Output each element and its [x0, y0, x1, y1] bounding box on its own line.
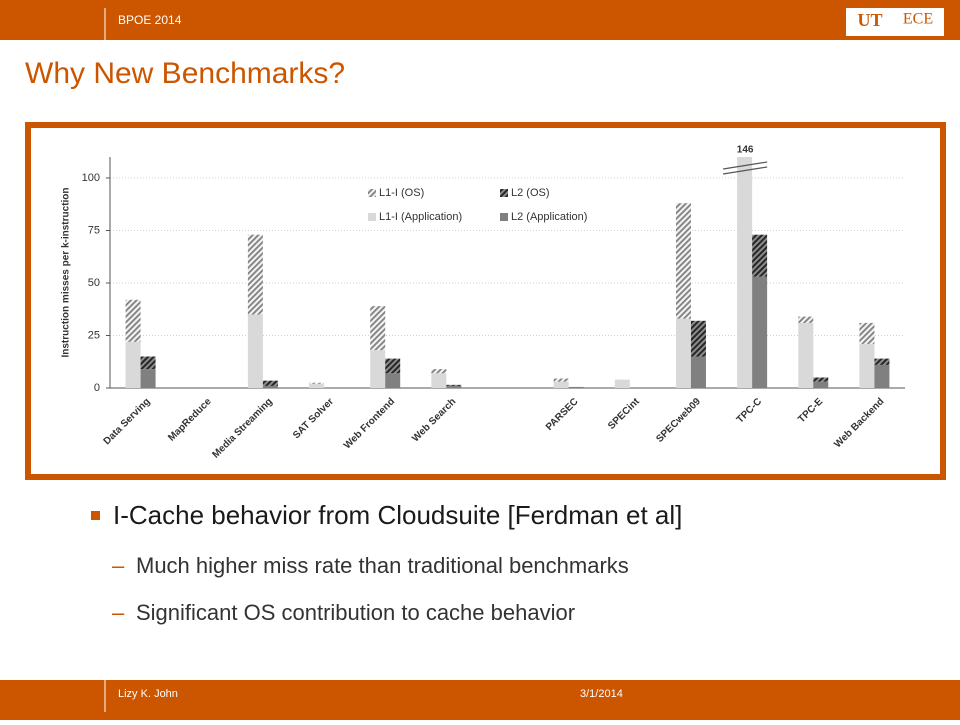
bar-segment: [262, 385, 278, 388]
bar-segment: [553, 381, 569, 388]
legend-swatch: [368, 213, 376, 221]
bar-segment: [798, 322, 814, 388]
bar-segment: [690, 320, 706, 357]
bar-segment: [737, 81, 752, 102]
bullet-marker: [91, 511, 100, 520]
bar-segment: [752, 276, 768, 388]
bars: [125, 81, 890, 389]
legend-label: L1-I (Application): [379, 211, 462, 223]
dash: –: [112, 553, 125, 578]
bar-segment: [568, 386, 584, 388]
bar-segment: [370, 306, 386, 351]
bar-segment: [385, 373, 401, 388]
bar-segment: [446, 385, 462, 388]
bar-segment: [309, 383, 325, 388]
bar-segment: [553, 378, 569, 382]
bar-segment: [247, 234, 263, 315]
y-tick-label: 25: [88, 329, 100, 341]
bar-segment: [431, 369, 447, 374]
bar-segment: [125, 299, 141, 342]
bar-segment: [385, 358, 401, 374]
bar-segment: [752, 234, 768, 277]
bar-segment: [140, 369, 156, 388]
footer-bar: [0, 680, 960, 720]
bar-segment: [859, 322, 875, 344]
bar-segment: [813, 377, 829, 382]
legend-label: L1-I (OS): [379, 187, 424, 199]
header-label: BPOE 2014: [118, 13, 182, 27]
bar-segment: [309, 382, 325, 384]
sub-bullet: Much higher miss rate than traditional b…: [136, 553, 629, 578]
bar-segment: [859, 343, 875, 388]
y-tick-label: 100: [82, 172, 100, 184]
legend-swatch: [500, 213, 508, 221]
legend-label: L2 (Application): [511, 211, 587, 223]
legend-swatch: [368, 189, 376, 197]
sub-bullet: Significant OS contribution to cache beh…: [136, 600, 575, 625]
bar-segment: [737, 157, 753, 389]
bar-segment: [874, 358, 890, 365]
bar-segment: [431, 373, 447, 388]
bar-segment: [798, 316, 814, 323]
bar-segment: [125, 341, 141, 388]
chart-frame: [25, 122, 946, 480]
legend-label: L2 (OS): [511, 187, 550, 199]
footer-author: Lizy K. John: [118, 688, 178, 700]
break-mark: [723, 166, 768, 175]
logo-ece: ECE: [903, 11, 933, 28]
logo-box: [846, 8, 944, 36]
header-bar: [0, 0, 960, 40]
y-tick-label: 0: [94, 382, 100, 394]
slide-title: Why New Benchmarks?: [25, 57, 345, 90]
bar-segment: [262, 380, 278, 386]
bar-segment: [813, 381, 829, 388]
bar-segment: [675, 203, 691, 319]
y-axis-label: Instruction misses per k-instruction: [61, 187, 72, 357]
logo-ut: UT: [857, 10, 882, 30]
bar-segment: [614, 379, 630, 388]
bar-segment: [690, 356, 706, 388]
bullet-text: I-Cache behavior from Cloudsuite [Ferdma…: [113, 500, 682, 530]
legend-swatch: [500, 189, 508, 197]
annotation: 146: [737, 145, 754, 156]
bar-segment: [874, 364, 890, 388]
footer-date: 3/1/2014: [580, 688, 623, 700]
dash: –: [112, 600, 125, 625]
bar-segment: [140, 356, 156, 370]
bar-segment: [675, 318, 691, 388]
bar-segment: [247, 314, 263, 388]
break-mark: [723, 161, 768, 170]
bar-segment: [370, 350, 386, 388]
y-tick-label: 50: [88, 277, 100, 289]
bar-segment: [446, 384, 462, 386]
y-tick-label: 75: [88, 224, 100, 236]
